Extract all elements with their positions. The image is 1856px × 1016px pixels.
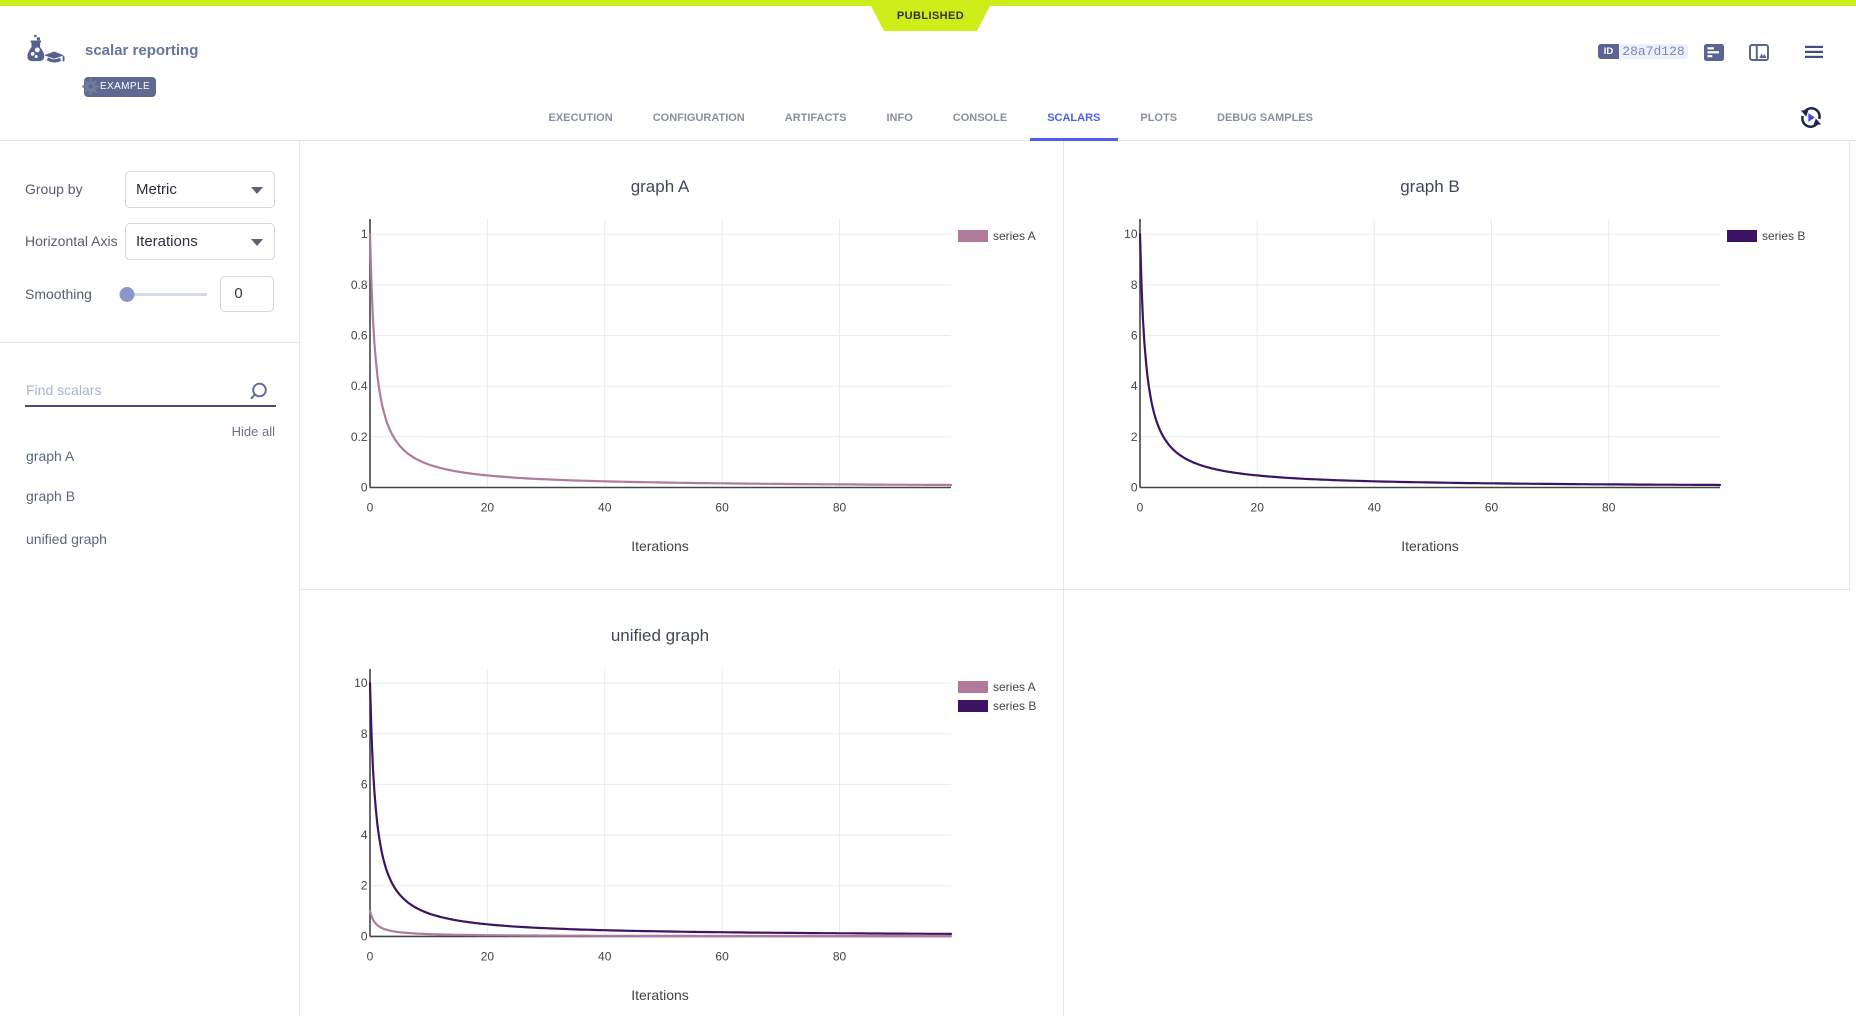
svg-text:0.8: 0.8 — [351, 278, 368, 292]
svg-text:series B: series B — [993, 699, 1036, 713]
svg-text:Iterations: Iterations — [631, 538, 689, 554]
svg-text:0.6: 0.6 — [351, 329, 368, 343]
svg-text:0: 0 — [361, 481, 368, 495]
svg-text:2: 2 — [1131, 430, 1138, 444]
svg-text:Iterations: Iterations — [631, 987, 689, 1003]
svg-text:60: 60 — [715, 501, 729, 515]
svg-text:series B: series B — [1762, 229, 1805, 243]
svg-text:10: 10 — [1124, 227, 1138, 241]
svg-text:40: 40 — [598, 501, 612, 515]
svg-text:2: 2 — [361, 879, 368, 893]
svg-text:4: 4 — [1131, 379, 1138, 393]
svg-text:80: 80 — [1602, 501, 1616, 515]
svg-text:80: 80 — [833, 949, 847, 963]
svg-text:graph A: graph A — [631, 177, 690, 196]
svg-text:10: 10 — [354, 676, 368, 690]
svg-text:20: 20 — [1251, 501, 1265, 515]
svg-text:60: 60 — [1485, 501, 1499, 515]
svg-text:8: 8 — [361, 727, 368, 741]
svg-text:0: 0 — [367, 949, 374, 963]
svg-text:0.4: 0.4 — [351, 379, 368, 393]
svg-text:20: 20 — [481, 501, 495, 515]
svg-text:series A: series A — [993, 229, 1036, 243]
svg-text:1: 1 — [361, 227, 368, 241]
svg-text:6: 6 — [361, 777, 368, 791]
svg-text:0: 0 — [1131, 481, 1138, 495]
svg-text:40: 40 — [1368, 501, 1382, 515]
svg-text:0: 0 — [1137, 501, 1144, 515]
svg-text:6: 6 — [1131, 329, 1138, 343]
svg-text:40: 40 — [598, 949, 612, 963]
svg-text:Iterations: Iterations — [1401, 538, 1459, 554]
svg-text:0.2: 0.2 — [351, 430, 368, 444]
svg-text:unified graph: unified graph — [611, 626, 709, 645]
svg-text:8: 8 — [1131, 278, 1138, 292]
svg-text:80: 80 — [833, 501, 847, 515]
svg-text:0: 0 — [367, 501, 374, 515]
svg-text:60: 60 — [715, 949, 729, 963]
svg-text:4: 4 — [361, 828, 368, 842]
svg-text:series A: series A — [993, 680, 1036, 694]
svg-text:0: 0 — [361, 929, 368, 943]
svg-text:graph B: graph B — [1400, 177, 1460, 196]
svg-text:20: 20 — [481, 949, 495, 963]
